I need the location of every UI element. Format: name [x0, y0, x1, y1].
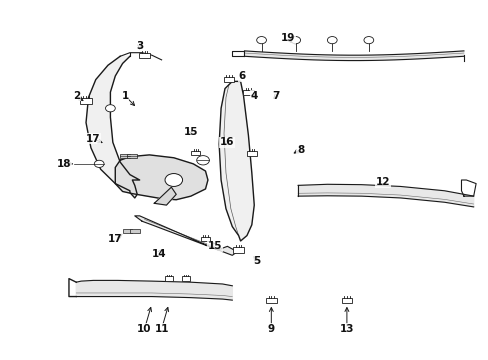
Bar	[164, 276, 173, 281]
Bar	[130, 229, 140, 233]
Text: 17: 17	[86, 134, 101, 144]
Text: 11: 11	[154, 324, 168, 334]
Bar	[120, 154, 130, 158]
Text: 15: 15	[207, 241, 222, 251]
Bar	[191, 151, 200, 155]
Polygon shape	[115, 155, 207, 200]
Text: 8: 8	[296, 144, 304, 154]
Text: 6: 6	[238, 71, 245, 81]
Polygon shape	[244, 51, 463, 60]
Circle shape	[164, 174, 182, 186]
Text: 18: 18	[57, 159, 71, 169]
Circle shape	[105, 105, 115, 112]
Text: 2: 2	[73, 91, 80, 101]
Text: 5: 5	[253, 256, 260, 266]
Bar	[233, 247, 244, 252]
Bar	[122, 229, 132, 233]
Text: 13: 13	[339, 324, 353, 334]
Circle shape	[256, 37, 266, 44]
Bar	[127, 154, 137, 158]
Text: 1: 1	[121, 91, 128, 101]
Circle shape	[196, 156, 209, 165]
Text: 4: 4	[250, 91, 257, 101]
Polygon shape	[86, 56, 140, 198]
Bar	[80, 98, 92, 104]
Circle shape	[327, 37, 336, 44]
Text: 10: 10	[137, 324, 151, 334]
Bar	[341, 298, 351, 303]
Text: 16: 16	[220, 138, 234, 147]
Polygon shape	[76, 280, 232, 300]
Text: 12: 12	[375, 177, 390, 187]
Bar	[243, 90, 253, 95]
Bar	[139, 53, 149, 58]
Polygon shape	[298, 184, 473, 207]
Text: 15: 15	[183, 127, 198, 136]
Text: 7: 7	[272, 91, 279, 101]
Bar	[181, 276, 190, 281]
Bar	[246, 150, 257, 156]
Text: 3: 3	[136, 41, 143, 50]
Polygon shape	[154, 187, 176, 205]
Bar	[265, 298, 276, 303]
Text: 9: 9	[267, 324, 274, 334]
Circle shape	[363, 37, 373, 44]
Text: 17: 17	[108, 234, 122, 244]
Text: 19: 19	[281, 33, 295, 43]
Polygon shape	[135, 216, 237, 255]
Text: 14: 14	[152, 248, 166, 258]
Circle shape	[94, 160, 104, 167]
Bar	[201, 237, 209, 241]
Polygon shape	[219, 81, 254, 241]
Bar	[223, 77, 234, 82]
Circle shape	[290, 37, 300, 44]
